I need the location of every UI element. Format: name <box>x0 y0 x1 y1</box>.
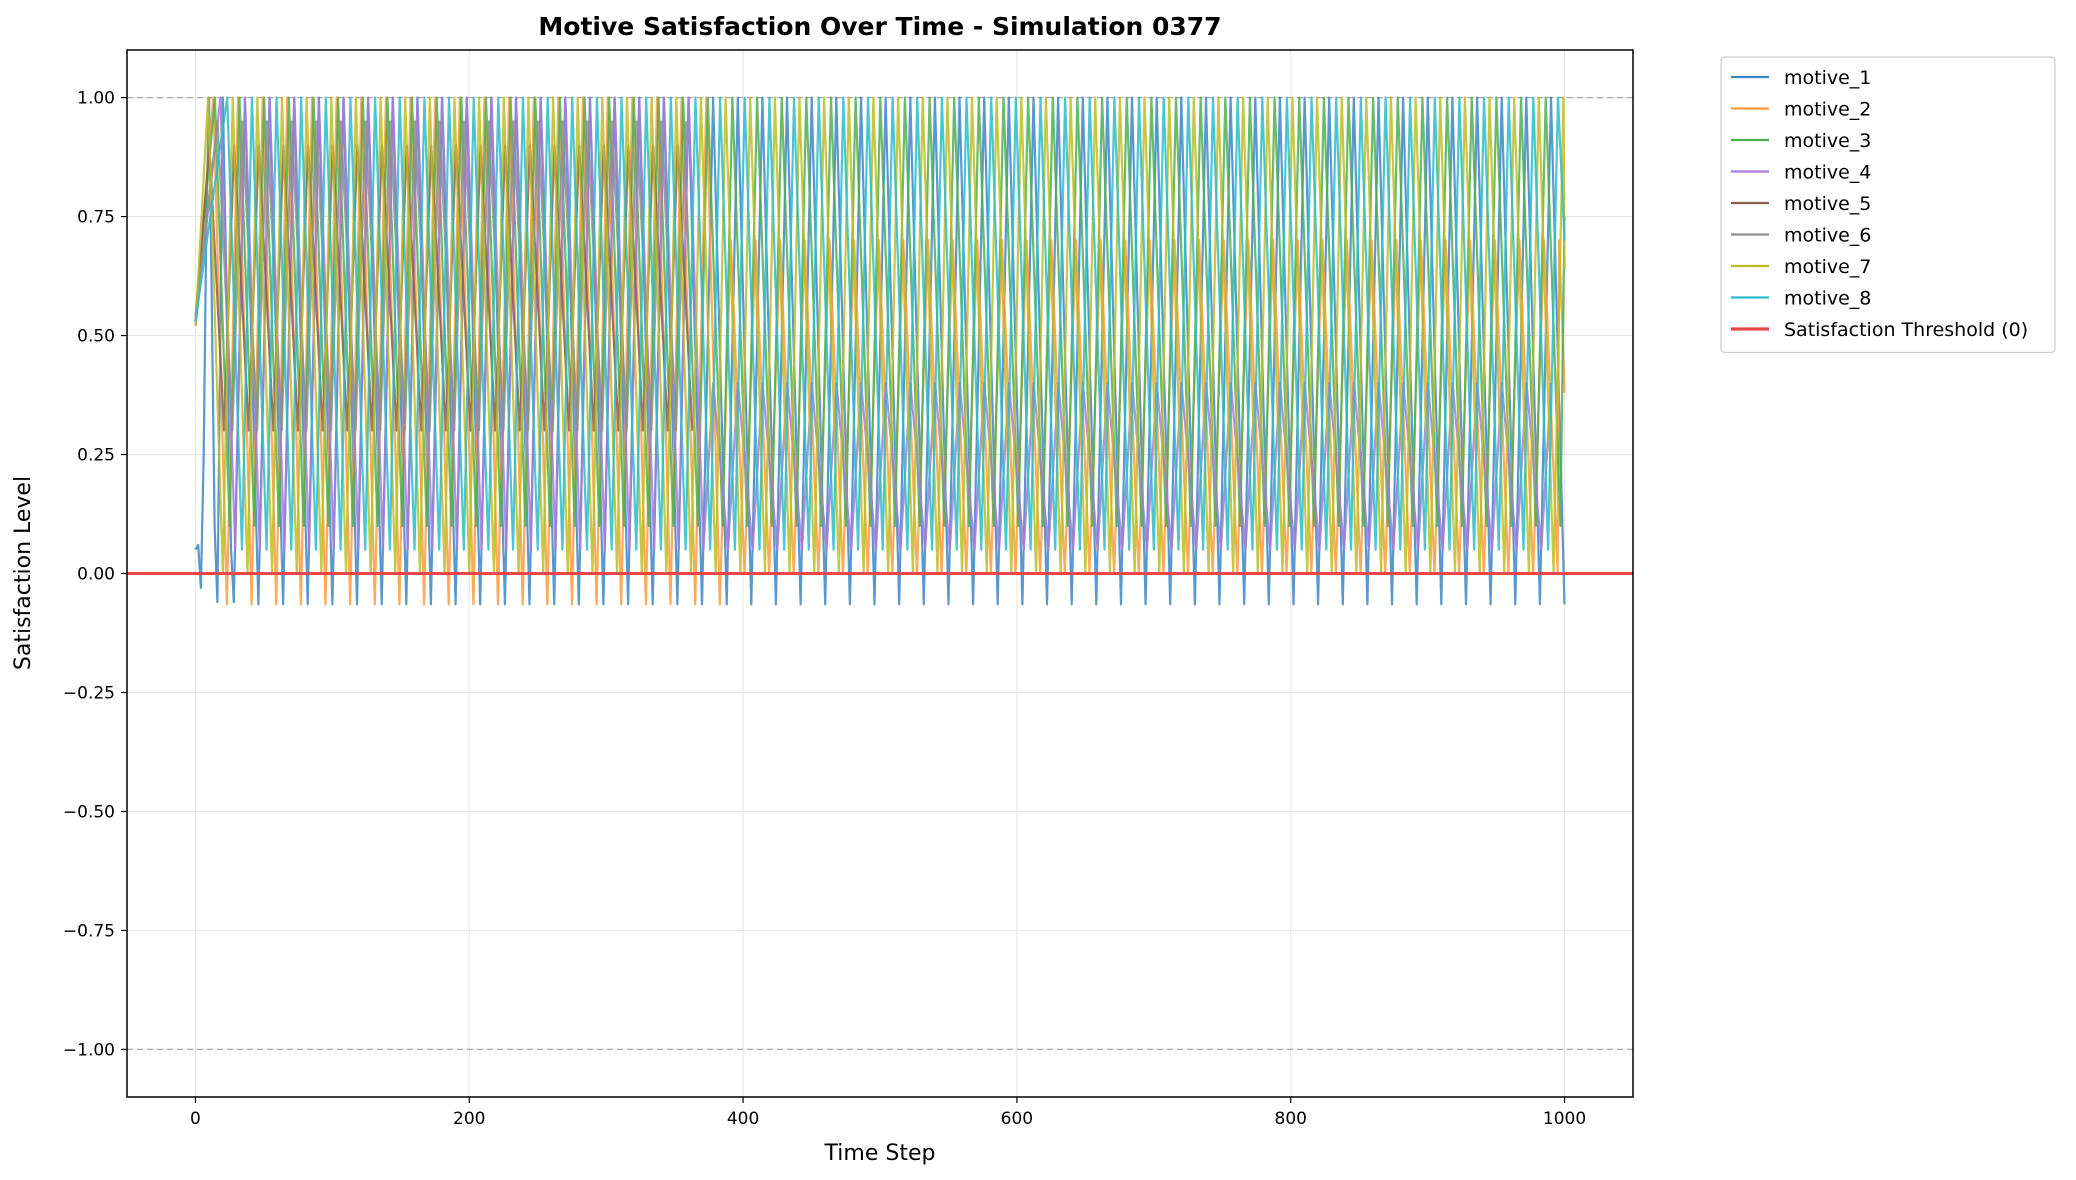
x-tick-label: 0 <box>190 1109 201 1129</box>
legend-label: motive_5 <box>1784 193 1871 215</box>
y-tick-label: 0.25 <box>77 446 115 466</box>
x-axis-title: Time Step <box>824 1141 936 1166</box>
legend-item: Satisfaction Threshold (0) <box>1731 319 2028 341</box>
legend-item: motive_5 <box>1731 193 1871 215</box>
y-tick-label: −0.25 <box>63 683 115 703</box>
x-tick-label: 800 <box>1275 1109 1307 1129</box>
x-ticks: 0 200 400 600 800 1000 <box>190 1097 1586 1129</box>
x-tick-label: 200 <box>453 1109 485 1129</box>
x-tick-label: 1000 <box>1543 1109 1586 1129</box>
legend-item: motive_7 <box>1731 256 1871 278</box>
chart-title: Motive Satisfaction Over Time - Simulati… <box>538 12 1221 41</box>
legend-box <box>1720 56 2056 354</box>
y-tick-label: −0.50 <box>63 802 115 822</box>
legend-item: motive_3 <box>1731 130 1871 152</box>
legend-item: motive_2 <box>1731 99 1871 121</box>
legend-label: motive_4 <box>1784 162 1871 184</box>
legend-label: Satisfaction Threshold (0) <box>1784 319 2028 341</box>
x-tick-label: 600 <box>1001 1109 1033 1129</box>
legend-item: motive_8 <box>1731 288 1871 310</box>
y-tick-label: 0.50 <box>77 327 115 347</box>
x-tick-label: 400 <box>727 1109 759 1129</box>
legend-label: motive_3 <box>1784 130 1871 152</box>
y-tick-label: −0.75 <box>63 921 115 941</box>
legend-label: motive_2 <box>1784 99 1871 121</box>
legend-item: motive_4 <box>1731 162 1871 184</box>
y-tick-label: 0.00 <box>77 565 115 585</box>
legend: motive_1 motive_2 motive_3 motive_4 motive_5… <box>1720 56 2056 354</box>
legend-item: motive_1 <box>1731 67 1871 89</box>
legend-label: motive_6 <box>1784 225 1871 247</box>
series-line-motive-8 <box>194 96 1566 551</box>
legend-label: motive_7 <box>1784 256 1871 278</box>
legend-item: motive_6 <box>1731 225 1871 247</box>
y-tick-label: −1.00 <box>63 1040 115 1060</box>
y-ticks: 1.00 0.75 0.50 0.25 0.00 −0.25 −0.50 −0.75 −1.00 <box>63 89 127 1060</box>
y-tick-label: 1.00 <box>77 89 115 109</box>
y-axis-title: Satisfaction Level <box>11 476 36 670</box>
legend-label: motive_8 <box>1784 288 1871 310</box>
legend-label: motive_1 <box>1784 67 1871 89</box>
y-tick-label: 0.75 <box>77 208 115 228</box>
